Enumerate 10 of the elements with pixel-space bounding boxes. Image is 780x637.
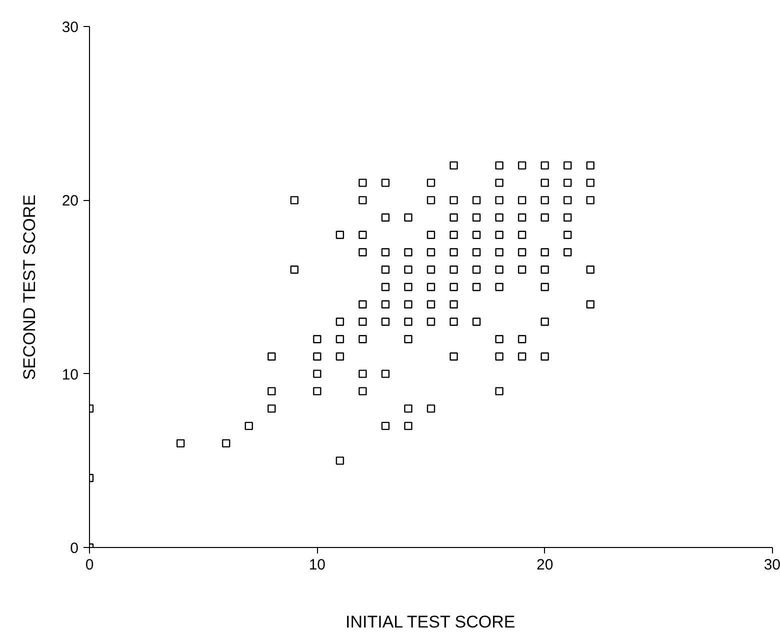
x-tick-label: 30	[764, 556, 780, 574]
y-tick-label: 10	[62, 366, 79, 384]
x-tick-label: 20	[536, 556, 554, 574]
x-tick-label: 0	[85, 556, 94, 574]
x-tick-label: 10	[308, 556, 326, 574]
y-tick-label: 30	[62, 19, 79, 36]
x-axis-title: INITIAL TEST SCORE	[346, 612, 516, 632]
y-axis-title: SECOND TEST SCORE	[20, 194, 39, 380]
y-tick-label: 20	[62, 192, 79, 210]
y-tick-label: 0	[70, 540, 78, 557]
